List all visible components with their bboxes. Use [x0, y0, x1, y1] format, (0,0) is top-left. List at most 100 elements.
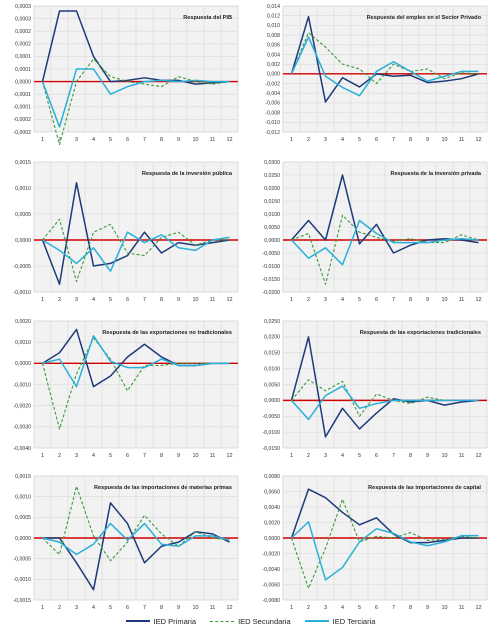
y-tick-label: 0,0000	[264, 536, 280, 542]
x-tick-label: 4	[92, 297, 95, 303]
y-tick-label: -0,012	[265, 130, 280, 136]
legend: IED Primaria IED Secundaria IED Terciari…	[0, 614, 501, 628]
chart-title: Respuesta del empleo en el Sector Privad…	[367, 15, 482, 21]
x-tick-label: 8	[409, 297, 412, 303]
y-tick-label: -0,0100	[262, 430, 280, 436]
x-tick-label: 10	[192, 605, 198, 610]
y-tick-label: 0,006	[267, 43, 280, 49]
chart-4: -0,0200 -0,0150 -0,0100 -0,0050 0,0000 0,0050…	[262, 160, 488, 303]
chart-8: -0,0080 -0,0060 -0,0040 -0,0020 0,0000 0,0020…	[262, 474, 488, 610]
series-line-primaria	[290, 336, 479, 438]
chart-6: -0,0150 -0,0100 -0,0050 0,0000 0,0050 0,0100 0…	[262, 319, 488, 459]
y-tick-label: 0,0150	[264, 351, 280, 357]
series-line-primaria	[42, 502, 230, 591]
legend-swatch-primaria	[125, 620, 150, 622]
y-tick-label: 0,0060	[264, 489, 280, 495]
x-tick-label: 2	[307, 297, 310, 303]
legend-label-secundaria: IED Secundaria	[238, 616, 291, 626]
x-tick-label: 12	[475, 137, 481, 143]
x-tick-label: 5	[109, 297, 112, 303]
y-tick-label: 0,000	[267, 72, 280, 78]
x-tick-label: 4	[341, 137, 344, 143]
x-tick-label: 10	[441, 297, 447, 303]
y-tick-label: 0,0040	[264, 505, 280, 511]
x-tick-label: 9	[177, 453, 180, 459]
impulse-response-charts: -0,0002-0,0002-0,0001-0,00010,00000,0001…	[13, 4, 488, 610]
series-line-secundaria	[42, 218, 230, 283]
x-tick-label: 5	[109, 137, 112, 143]
series-line-secundaria	[291, 214, 479, 285]
series-line-primaria	[290, 488, 479, 544]
x-tick-label: 6	[126, 453, 129, 459]
y-tick-label: -0,0150	[262, 277, 280, 283]
y-tick-label: 0,0015	[15, 474, 31, 480]
x-tick-label: 7	[143, 137, 146, 143]
y-tick-label: -0,0005	[13, 264, 31, 270]
y-tick-label: 0,002	[267, 62, 280, 68]
x-tick-label: 5	[358, 605, 361, 610]
y-tick-label: 0,0001	[15, 54, 31, 60]
y-tick-label: -0,008	[265, 110, 280, 116]
x-tick-label: 2	[307, 137, 310, 143]
x-tick-label: 8	[160, 453, 163, 459]
y-tick-label: 0,0003	[15, 4, 31, 10]
y-tick-label: -0,0010	[13, 382, 31, 388]
x-tick-label: 2	[58, 297, 61, 303]
y-tick-label: 0,0010	[15, 186, 31, 192]
x-tick-label: 7	[143, 297, 146, 303]
x-tick-label: 8	[409, 605, 412, 610]
x-tick-label: 12	[226, 453, 232, 459]
y-tick-label: -0,0060	[262, 582, 280, 588]
x-tick-label: 8	[160, 605, 163, 610]
y-tick-label: -0,0200	[262, 290, 280, 296]
y-tick-label: 0,0010	[15, 494, 31, 500]
y-tick-label: 0,0200	[264, 335, 280, 341]
x-tick-label: 10	[441, 137, 447, 143]
x-tick-label: 1	[290, 605, 293, 610]
y-tick-label: -0,006	[265, 101, 280, 107]
y-tick-label: 0,0050	[264, 382, 280, 388]
x-tick-label: 9	[426, 453, 429, 459]
x-tick-label: 4	[92, 453, 95, 459]
x-tick-label: 3	[324, 137, 327, 143]
y-tick-label: -0,004	[265, 91, 280, 97]
y-tick-label: 0,0000	[15, 536, 31, 542]
x-tick-label: 2	[58, 605, 61, 610]
x-tick-label: 5	[358, 137, 361, 143]
chart-1: -0,0002 -0,0002 -0,0001 -0,0001 0,0000 0,0001…	[13, 4, 239, 146]
legend-item-primaria: IED Primaria	[125, 617, 196, 626]
y-tick-label: 0,014	[267, 4, 280, 10]
legend-item-secundaria: IED Secundaria	[210, 617, 291, 626]
series-line-secundaria	[41, 58, 230, 146]
chart-5: -0,0040 -0,0030 -0,0020 -0,0010 0,0000 0,0010…	[13, 319, 239, 459]
series-line-secundaria	[42, 485, 230, 562]
y-tick-label: 0,0100	[264, 212, 280, 218]
x-tick-label: 4	[92, 137, 95, 143]
y-tick-label: 0,0150	[264, 199, 280, 205]
x-tick-label: 10	[441, 453, 447, 459]
x-tick-label: 11	[210, 453, 216, 459]
chart-7: -0,0015 -0,0010 -0,0005 0,0000 0,0005 0,0010 0…	[13, 474, 239, 610]
y-tick-label: -0,0010	[13, 577, 31, 583]
y-tick-label: -0,0020	[262, 551, 280, 557]
x-tick-label: 9	[177, 605, 180, 610]
x-tick-label: 6	[375, 297, 378, 303]
x-tick-label: 7	[392, 297, 395, 303]
y-tick-label: 0,0001	[15, 67, 31, 73]
x-tick-label: 3	[75, 605, 78, 610]
x-tick-label: 9	[426, 605, 429, 610]
y-tick-label: -0,0040	[262, 567, 280, 573]
y-tick-label: 0,0003	[15, 16, 31, 22]
y-tick-label: -0,0005	[13, 556, 31, 562]
y-tick-label: 0,0000	[264, 238, 280, 244]
series-line-secundaria	[290, 32, 479, 85]
x-tick-label: 11	[459, 297, 465, 303]
y-tick-label: 0,0020	[15, 319, 31, 325]
x-tick-label: 1	[41, 297, 44, 303]
x-tick-label: 1	[290, 453, 293, 459]
y-tick-label: 0,0010	[15, 340, 31, 346]
y-tick-label: -0,0002	[13, 117, 31, 123]
y-tick-label: -0,0020	[13, 403, 31, 409]
x-tick-label: 6	[126, 297, 129, 303]
x-tick-label: 2	[58, 137, 61, 143]
